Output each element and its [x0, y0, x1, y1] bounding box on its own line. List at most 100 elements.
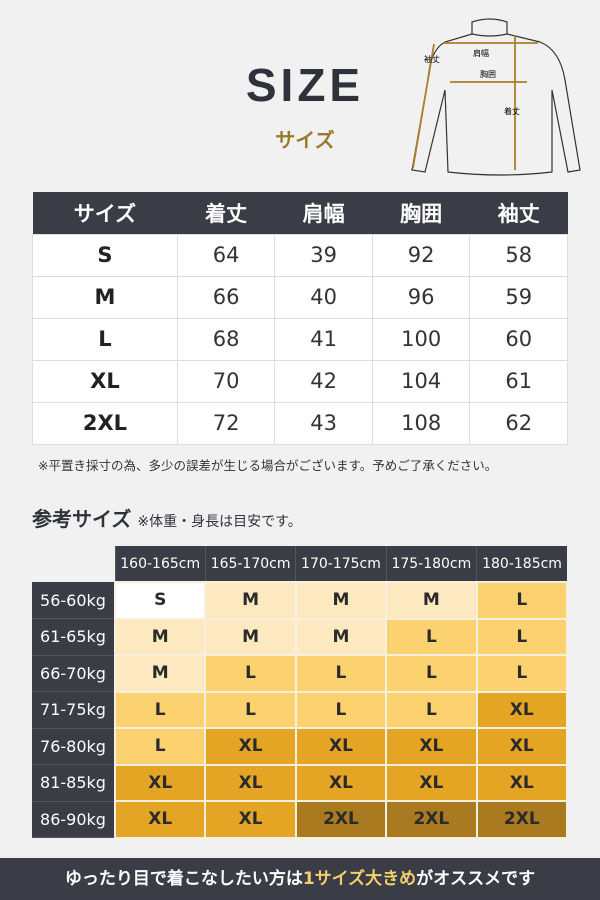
table-cell: 100: [371, 317, 471, 361]
table-row: XL 70 42 104 61: [32, 359, 568, 403]
size-cell: L: [385, 690, 478, 729]
weight-header: 61-65kg: [32, 618, 115, 656]
height-header: 180-185cm: [476, 546, 567, 582]
table-cell: 61: [469, 359, 568, 403]
table-row: L 68 41 100 60: [32, 317, 568, 361]
size-cell: M: [204, 617, 297, 656]
table-cell: 42: [274, 359, 373, 403]
size-cell: XL: [113, 800, 207, 839]
size-label: S: [32, 233, 178, 277]
size-label: L: [32, 317, 178, 361]
size-cell: M: [385, 581, 478, 620]
table-cell: 68: [176, 317, 276, 361]
size-cell: XL: [475, 727, 569, 766]
reference-note: ※体重・身長は目安です。: [137, 514, 302, 530]
size-cell: 2XL: [475, 800, 569, 839]
table-cell: 39: [274, 233, 373, 277]
size-label: XL: [32, 359, 178, 403]
size-cell: XL: [385, 727, 478, 766]
table-row: 66-70kg M L L L L: [32, 654, 569, 693]
column-header: サイズ: [32, 192, 178, 234]
size-cell: M: [113, 617, 207, 656]
size-cell: M: [294, 617, 388, 656]
shoulder-label: 肩幅: [473, 48, 489, 58]
table-cell: 60: [469, 317, 568, 361]
height-header: 175-180cm: [385, 546, 477, 582]
size-cell: M: [294, 581, 388, 620]
size-cell: L: [475, 654, 569, 693]
table-row: 56-60kg S M M M L: [32, 581, 569, 620]
sleeve-label: 袖丈: [424, 54, 440, 64]
table-cell: 40: [274, 275, 373, 319]
table-cell: 43: [274, 401, 373, 445]
chest-label: 胸囲: [480, 69, 496, 79]
size-cell: M: [113, 654, 207, 693]
weight-header: 81-85kg: [32, 764, 115, 802]
size-cell: L: [475, 581, 569, 620]
size-cell: XL: [385, 763, 478, 802]
shirt-measurement-diagram: 肩幅 胸囲 着丈 袖丈: [411, 18, 581, 176]
size-table: サイズ 着丈 肩幅 胸囲 袖丈 S 64 39 92 58 M 66 40 96 59 L 68 41 100 60…: [32, 192, 568, 445]
size-label: 2XL: [32, 401, 178, 445]
table-row: 81-85kg XL XL XL XL XL: [32, 763, 569, 802]
size-cell: L: [385, 617, 478, 656]
size-label: M: [32, 275, 178, 319]
size-cell: L: [113, 690, 207, 729]
length-label: 着丈: [504, 106, 520, 116]
column-header: 肩幅: [274, 192, 373, 234]
table-cell: 59: [469, 275, 568, 319]
table-cell: 58: [469, 233, 568, 277]
size-cell: XL: [475, 690, 569, 729]
column-header: 袖丈: [469, 192, 568, 234]
table-row: 71-75kg L L L L XL: [32, 690, 569, 729]
table-cell: 66: [176, 275, 276, 319]
table-row: 61-65kg M M M L L: [32, 617, 569, 656]
height-header: 165-170cm: [204, 546, 296, 582]
size-cell: L: [385, 654, 478, 693]
size-cell: XL: [113, 763, 207, 802]
column-header: 胸囲: [372, 192, 470, 234]
weight-header: 56-60kg: [32, 582, 115, 619]
reference-title: 参考サイズ: [32, 507, 132, 531]
size-cell: L: [294, 654, 388, 693]
table-cell: 72: [176, 401, 276, 445]
size-cell: XL: [204, 727, 297, 766]
weight-header: 71-75kg: [32, 691, 115, 729]
size-cell: L: [294, 690, 388, 729]
height-header: 170-175cm: [295, 546, 387, 582]
size-cell: L: [113, 727, 207, 766]
table-cell: 41: [274, 317, 373, 361]
page-subtitle: サイズ: [275, 128, 335, 152]
weight-header: 76-80kg: [32, 728, 115, 765]
table-row: S 64 39 92 58: [32, 233, 568, 277]
size-cell: XL: [294, 727, 388, 766]
measurement-note: ※平置き採寸の為、多少の誤差が生じる場合がございます。予めご了承ください。: [38, 458, 498, 473]
page-title: SIZE: [245, 59, 365, 111]
banner-text: ゆったり目で着こなしたい方は: [64, 869, 303, 889]
table-row: 76-80kg L XL XL XL XL: [32, 727, 569, 766]
table-cell: 64: [176, 233, 276, 277]
banner-text-end: がオススメです: [416, 869, 536, 889]
size-cell: L: [204, 654, 297, 693]
table-cell: 92: [371, 233, 471, 277]
size-cell: M: [204, 581, 297, 620]
size-cell: 2XL: [294, 800, 388, 839]
size-cell: L: [204, 690, 297, 729]
size-cell: XL: [204, 763, 297, 802]
banner-highlight: 1サイズ大きめ: [302, 869, 417, 889]
table-cell: 62: [469, 401, 568, 445]
size-cell: XL: [294, 763, 388, 802]
weight-header: 66-70kg: [32, 655, 115, 692]
table-cell: 108: [371, 401, 471, 445]
table-cell: 104: [371, 359, 471, 403]
column-header: 着丈: [177, 192, 275, 234]
table-row: 2XL 72 43 108 62: [32, 401, 568, 445]
size-cell: 2XL: [385, 800, 478, 839]
reference-size-heading: 参考サイズ ※体重・身長は目安です。: [32, 503, 302, 532]
reference-size-table: 160-165cm 165-170cm 170-175cm 175-180cm 180-…: [32, 546, 569, 839]
table-cell: 96: [371, 275, 471, 319]
size-cell: XL: [475, 763, 569, 802]
recommendation-banner: ゆったり目で着こなしたい方は1サイズ大きめがオススメです: [0, 858, 600, 900]
table-cell: 70: [176, 359, 276, 403]
height-header: 160-165cm: [114, 546, 206, 582]
